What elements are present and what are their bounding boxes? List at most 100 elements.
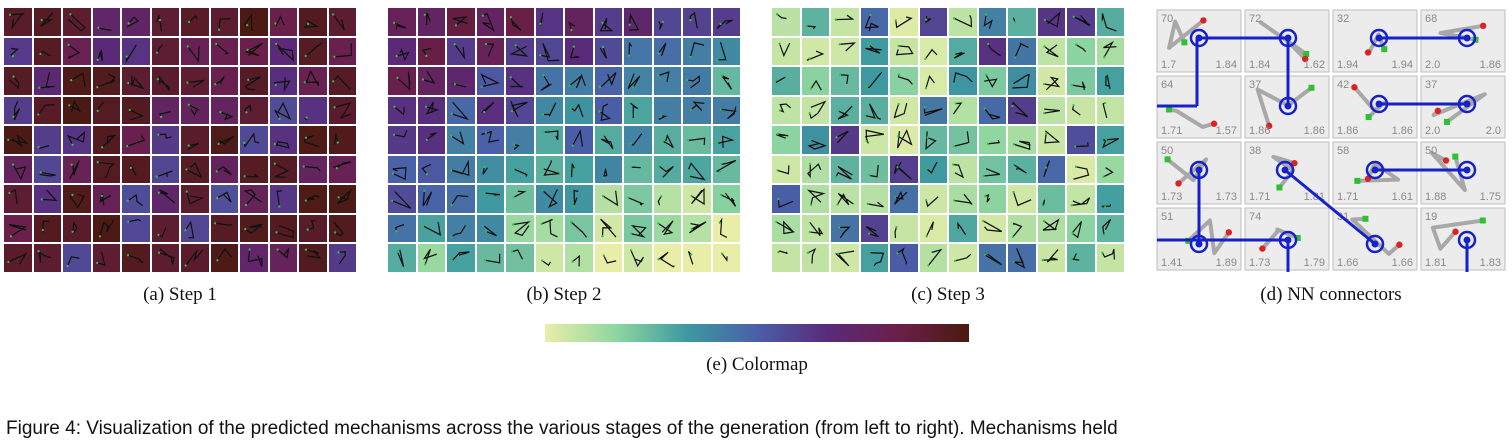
- mechanism-sketch: [538, 42, 559, 61]
- nn-cell-label: 1.62: [1304, 59, 1325, 71]
- mechanism-cell: [506, 155, 534, 184]
- mechanism-cell: [594, 96, 622, 125]
- mechanism-cell: [122, 185, 150, 213]
- mechanism-sketch: [924, 15, 931, 24]
- mechanism-sketch: [10, 47, 19, 57]
- mechanism-cell: [1008, 126, 1036, 154]
- mechanism-cell: [890, 96, 918, 125]
- mechanism-sketch: [452, 16, 468, 27]
- mechanism-cell: [594, 126, 622, 154]
- mechanism-sketch: [336, 251, 346, 265]
- mechanism-sketch: [275, 190, 282, 208]
- mechanism-cell: [919, 244, 947, 272]
- mechanism-sketch: [215, 165, 232, 175]
- mechanism-sketch: [893, 191, 908, 206]
- mechanism-cell: [535, 37, 563, 66]
- mechanism-sketch: [542, 130, 558, 141]
- mechanism-cell: [801, 8, 829, 36]
- mechanism-cell: [712, 244, 740, 272]
- mechanism-cell: [269, 155, 297, 184]
- mechanism-sketch: [95, 252, 106, 267]
- mechanism-cell: [712, 67, 740, 95]
- mechanism-cell: [92, 8, 120, 36]
- mechanism-sketch: [689, 101, 705, 111]
- mechanism-sketch: [1011, 73, 1030, 89]
- mechanism-cell: [772, 244, 800, 272]
- mechanism-sketch: [627, 41, 633, 57]
- mechanism-sketch: [1070, 197, 1091, 207]
- mechanism-sketch: [96, 49, 103, 61]
- mechanism-cell: [181, 185, 209, 213]
- nn-joint-marker: [1189, 28, 1209, 48]
- mechanism-sketch: [1071, 220, 1083, 239]
- mechanism-cell: [269, 185, 297, 213]
- mechanism-cell: [801, 155, 829, 184]
- mechanism-sketch: [1071, 103, 1081, 116]
- mechanism-cell: [1096, 214, 1124, 243]
- mechanism-sketch: [1070, 81, 1086, 91]
- mechanism-sketch: [776, 165, 790, 175]
- mechanism-cell: [1096, 67, 1124, 95]
- mechanism-cell: [919, 67, 947, 95]
- mechanism-sketch: [952, 163, 965, 179]
- mechanism-sketch: [718, 217, 727, 238]
- mechanism-sketch: [686, 75, 701, 89]
- mechanism-sketch: [775, 220, 795, 235]
- mechanism-cell: [151, 244, 179, 272]
- mechanism-cell: [772, 37, 800, 66]
- mechanism-cell: [653, 214, 681, 243]
- mechanism-cell: [476, 126, 504, 154]
- mechanism-sketch: [129, 164, 137, 176]
- mechanism-cell: [1096, 8, 1124, 36]
- nn-cell-label: 1.73: [1249, 257, 1270, 269]
- mechanism-sketch: [96, 160, 115, 179]
- nn-cell-label: 74: [1249, 211, 1261, 223]
- mechanism-cell: [772, 67, 800, 95]
- mechanism-cell: [33, 96, 61, 125]
- mechanism-sketch: [41, 220, 49, 233]
- mechanism-cell: [63, 67, 91, 95]
- mechanism-cell: [712, 155, 740, 184]
- mechanism-cell: [1067, 67, 1095, 95]
- mechanism-cell: [683, 96, 711, 125]
- nn-cell-label: 1.86: [1392, 125, 1413, 137]
- mechanism-cell: [210, 185, 238, 213]
- mechanism-sketch: [420, 163, 431, 176]
- nn-joint-marker: [1278, 96, 1298, 116]
- mechanism-sketch: [865, 225, 879, 238]
- mechanism-sketch: [155, 15, 162, 32]
- panel-step-3: [772, 8, 1124, 272]
- mechanism-cell: [210, 214, 238, 243]
- mechanism-cell: [92, 37, 120, 66]
- mechanism-sketch: [185, 162, 203, 179]
- mechanism-cell: [181, 126, 209, 154]
- mechanism-cell: [949, 8, 977, 36]
- mechanism-cell: [240, 155, 268, 184]
- mechanism-sketch: [39, 12, 53, 27]
- mechanism-sketch: [393, 105, 405, 116]
- mechanism-sketch: [483, 225, 497, 237]
- mechanism-sketch: [1101, 218, 1111, 237]
- mechanism-sketch: [7, 252, 28, 266]
- mechanism-sketch: [570, 163, 576, 177]
- mechanism-cell: [1067, 214, 1095, 243]
- nn-cell-label: 2.0: [1425, 59, 1440, 71]
- mechanism-sketch: [157, 248, 175, 266]
- mechanism-sketch: [304, 195, 320, 203]
- nn-cell: 42 1.86 1.86: [1332, 75, 1418, 139]
- mechanism-sketch: [450, 159, 470, 176]
- mechanism-sketch: [924, 196, 939, 208]
- mechanism-sketch: [627, 73, 641, 90]
- mechanism-sketch: [479, 73, 500, 88]
- mechanism-sketch: [36, 250, 51, 264]
- mechanism-sketch: [274, 42, 294, 62]
- mechanism-cell: [151, 96, 179, 125]
- mechanism-cell: [63, 185, 91, 213]
- mechanism-cell: [594, 67, 622, 95]
- mechanism-cell: [476, 8, 504, 36]
- caption-step-1: (a) Step 1: [143, 284, 217, 305]
- mechanism-sketch: [599, 218, 616, 238]
- mechanism-cell: [447, 155, 475, 184]
- mechanism-sketch: [424, 101, 439, 115]
- mechanism-cell: [978, 244, 1006, 272]
